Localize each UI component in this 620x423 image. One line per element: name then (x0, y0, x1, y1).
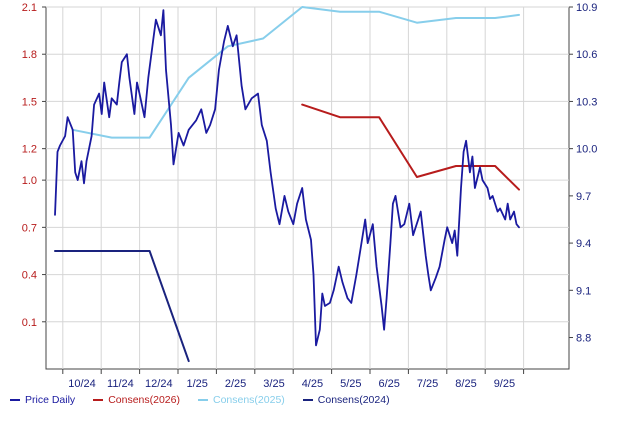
legend-label-consens-2024: Consens(2024) (317, 394, 390, 406)
legend-swatch-consens-2025 (197, 399, 208, 401)
left-axis-tick-label: 1.8 (22, 49, 37, 61)
x-axis-ticks: 10/24 11/24 12/24 1/25 2/25 3/25 4/25 5/25 6/25 7… (62, 369, 525, 390)
x-axis-tick-label: 5/25 (340, 378, 361, 390)
x-axis-tick-label: 10/24 (68, 378, 96, 390)
right-axis-tick-label: 9.4 (576, 238, 591, 250)
right-axis-tick-label: 10.6 (576, 49, 597, 61)
x-axis-tick-label: 3/25 (263, 378, 284, 390)
x-axis-tick-label: 1/25 (186, 378, 207, 390)
legend-item-consens-2024: Consens(2024) (302, 394, 390, 406)
right-axis-tick-label: 10.3 (576, 96, 597, 108)
x-axis-tick-label: 4/25 (302, 378, 323, 390)
legend-item-price-daily: Price Daily (10, 394, 75, 406)
gridlines (46, 6, 569, 369)
left-axis-tick-label: 0.7 (22, 222, 37, 234)
legend-label-price-daily: Price Daily (25, 394, 76, 406)
left-axis-tick-label: 0.1 (22, 317, 37, 329)
legend-label-consens-2025: Consens(2025) (212, 394, 285, 406)
plot-frame (45, 6, 570, 370)
series-line-consens-2026 (301, 103, 520, 191)
x-axis-tick-label: 12/24 (145, 378, 173, 390)
x-axis-tick-label: 9/25 (494, 378, 515, 390)
x-axis-tick-label: 11/24 (107, 378, 134, 390)
legend-item-consens-2026: Consens(2026) (93, 394, 180, 406)
right-axis-tick-label: 9.1 (576, 285, 591, 297)
x-axis-tick-label: 6/25 (378, 378, 399, 390)
legend-label-consens-2026: Consens(2026) (108, 394, 180, 406)
series-line-consens-2024 (54, 250, 190, 363)
right-axis-ticks: 8.8 9.1 9.4 9.7 10.0 10.3 10.6 10.9 (569, 2, 597, 345)
right-axis-tick-label: 10.0 (576, 144, 597, 156)
right-axis-tick-label: 8.8 (576, 333, 591, 345)
right-axis-tick-label: 9.7 (576, 191, 591, 203)
series-line-price-daily (54, 9, 520, 347)
right-axis-tick-label: 10.9 (576, 2, 597, 14)
left-axis-tick-label: 1.5 (22, 96, 37, 108)
x-axis-tick-label: 2/25 (225, 378, 246, 390)
series-layer (54, 6, 520, 363)
legend-swatch-consens-2026 (93, 399, 104, 401)
legend-swatch-price-daily (10, 399, 20, 401)
x-axis-tick-label: 8/25 (455, 378, 476, 390)
left-axis-tick-label: 1.0 (22, 175, 37, 187)
left-axis-tick-label: 2.1 (22, 2, 37, 14)
legend: Price Daily Consens(2026) Consens(2025) … (10, 394, 408, 406)
left-axis-tick-label: 1.2 (22, 144, 37, 156)
series-line-consens-2025 (71, 6, 520, 139)
legend-swatch-consens-2024 (302, 399, 313, 401)
left-axis-ticks: 0.1 0.4 0.7 1.0 1.2 1.5 1.8 2.1 (22, 2, 46, 329)
left-axis-tick-label: 0.4 (22, 270, 37, 282)
x-axis-tick-label: 7/25 (417, 378, 438, 390)
legend-item-consens-2025: Consens(2025) (197, 394, 285, 406)
